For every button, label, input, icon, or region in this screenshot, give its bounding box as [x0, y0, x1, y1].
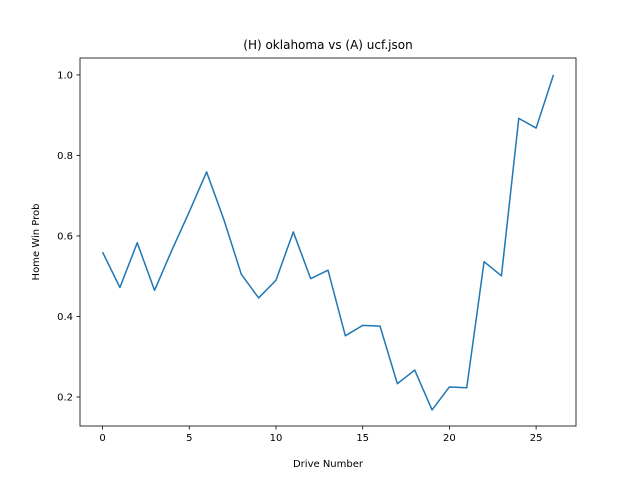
x-tick-label: 20 — [443, 433, 456, 444]
y-tick-label: 1.0 — [57, 70, 73, 81]
x-axis-label: Drive Number — [293, 459, 364, 470]
series-line-0 — [101, 74, 555, 411]
y-tick-label: 0.8 — [57, 151, 73, 162]
chart-title: (H) oklahoma vs (A) ucf.json — [243, 38, 412, 52]
x-tick-label: 0 — [99, 433, 105, 444]
y-tick-label: 0.2 — [57, 393, 73, 404]
x-tick-label: 15 — [356, 433, 369, 444]
x-tick-label: 25 — [530, 433, 543, 444]
y-axis-label: Home Win Prob — [31, 204, 42, 281]
x-tick-label: 5 — [186, 433, 192, 444]
y-tick-label: 0.6 — [57, 231, 73, 242]
axes-frame — [79, 57, 577, 427]
y-tick-label: 0.4 — [57, 312, 73, 323]
x-tick-label: 10 — [270, 433, 283, 444]
plot-area: 0 5 10 15 20 25 0.2 0.4 0.6 0.8 1.0 — [57, 57, 577, 444]
